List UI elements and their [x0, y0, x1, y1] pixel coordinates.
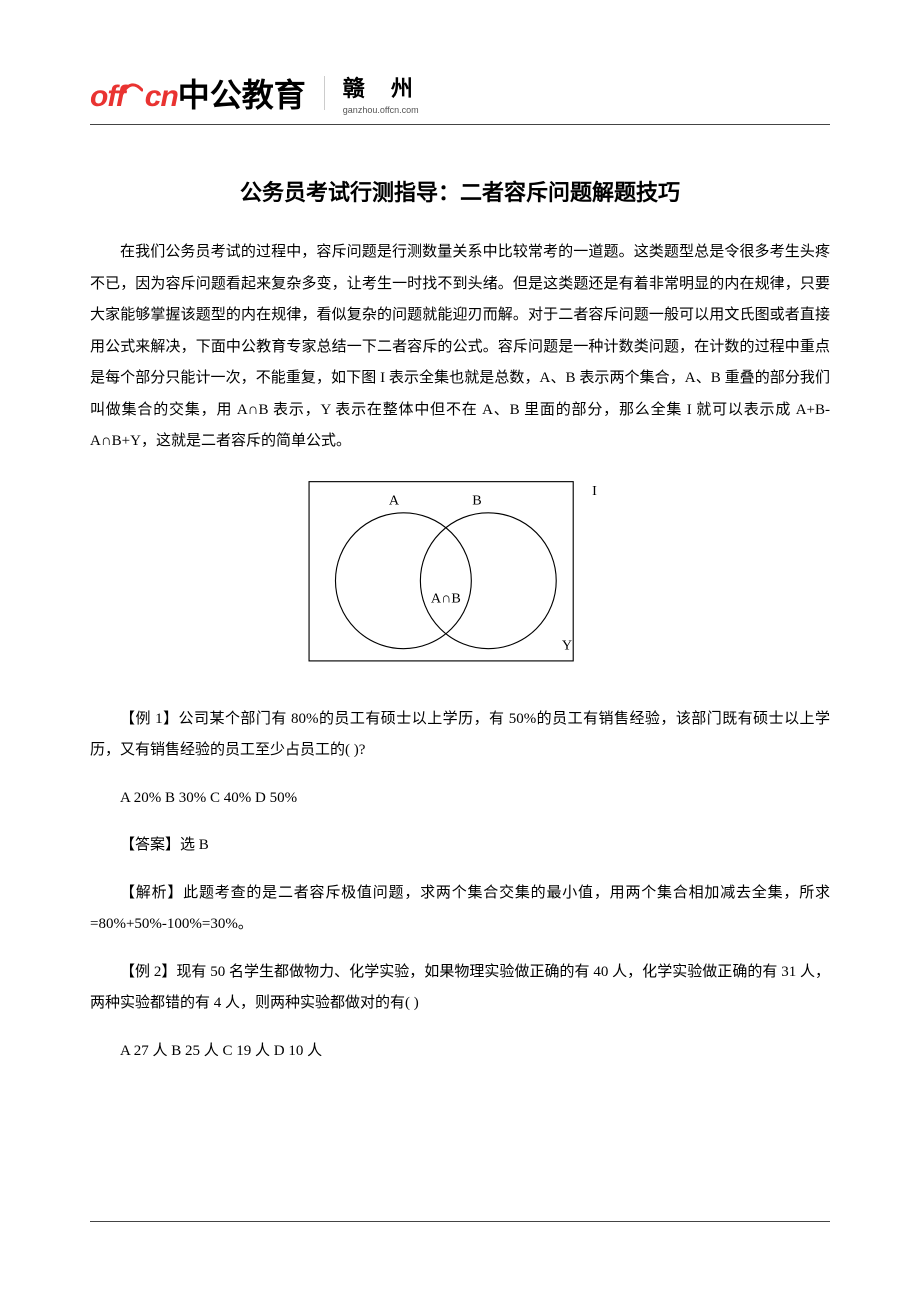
region-block: 赣 州 ganzhou.offcn.com	[343, 71, 423, 115]
example1-explanation: 【解析】此题考查的是二者容斥极值问题，求两个集合交集的最小值，用两个集合相加减去…	[90, 878, 830, 941]
footer-rule	[90, 1221, 830, 1222]
document-title: 公务员考试行测指导：二者容斥问题解题技巧	[90, 175, 830, 207]
intro-paragraph: 在我们公务员考试的过程中，容斥问题是行测数量关系中比较常考的一道题。这类题型总是…	[90, 237, 830, 458]
venn-label-i: I	[592, 482, 597, 498]
venn-label-a: A	[389, 492, 400, 508]
example2-question: 【例 2】现有 50 名学生都做物力、化学实验，如果物理实验做正确的有 40 人…	[90, 957, 830, 1020]
example1-options: A 20% B 30% C 40% D 50%	[90, 783, 830, 815]
venn-circle-a	[335, 512, 471, 648]
venn-label-y: Y	[562, 637, 572, 653]
venn-svg: A B A∩B I Y	[300, 476, 620, 676]
venn-circle-b	[420, 512, 556, 648]
header-rule	[90, 124, 830, 125]
example1-answer: 【答案】选 B	[90, 830, 830, 862]
region-name: 赣 州	[343, 71, 423, 103]
venn-universe-box	[309, 481, 573, 660]
venn-label-ab: A∩B	[431, 590, 461, 606]
example2-options: A 27 人 B 25 人 C 19 人 D 10 人	[90, 1036, 830, 1068]
example1-question: 【例 1】公司某个部门有 80%的员工有硕士以上学历，有 50%的员工有销售经验…	[90, 704, 830, 767]
logo-swoosh-icon	[121, 80, 143, 103]
logo-text-en2: cn	[145, 80, 178, 114]
logo-text-en1: off	[90, 80, 125, 114]
brand-logo: off cn 中公教育	[90, 70, 306, 116]
document-page: off cn 中公教育 赣 州 ganzhou.offcn.com 公务员考试行…	[0, 0, 920, 1133]
header-divider	[324, 76, 325, 110]
region-url: ganzhou.offcn.com	[343, 105, 419, 115]
venn-diagram: A B A∩B I Y	[90, 476, 830, 676]
venn-label-b: B	[472, 492, 481, 508]
logo-text-cn: 中公教育	[178, 70, 306, 116]
page-header: off cn 中公教育 赣 州 ganzhou.offcn.com	[90, 70, 830, 116]
